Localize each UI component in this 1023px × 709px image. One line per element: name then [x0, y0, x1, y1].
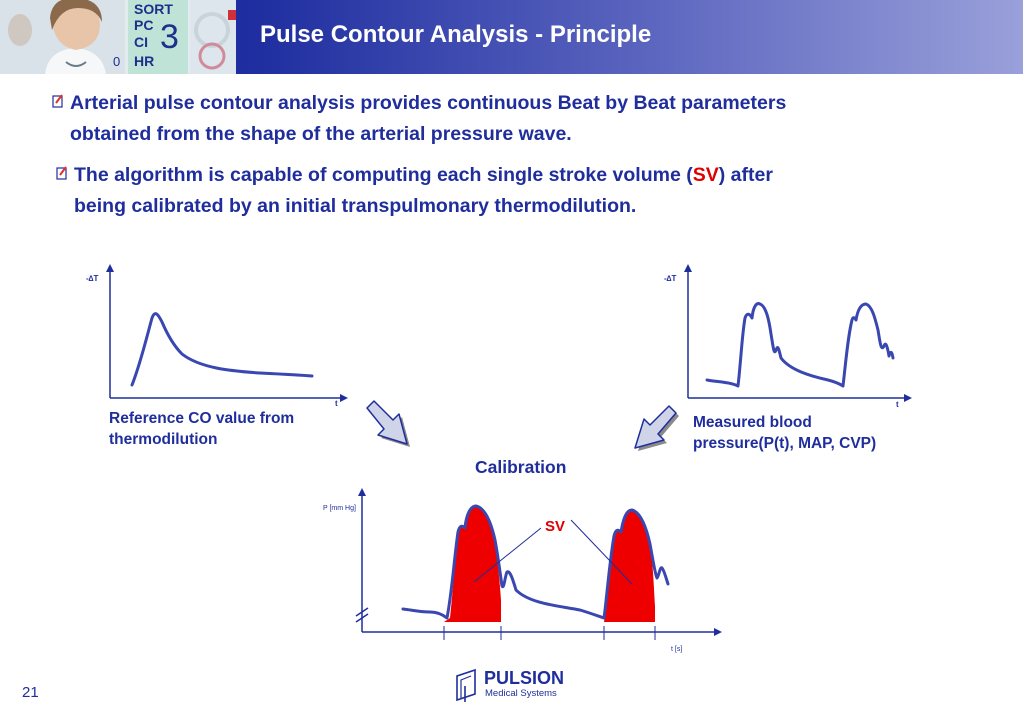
blood-pressure-plot: -∆T t	[664, 264, 912, 409]
thermo-x-label: t	[335, 399, 338, 408]
sv-label: SV	[545, 518, 565, 535]
header-photo: SORT PC CI HR 0 3	[0, 0, 236, 74]
bullet-2-line-1: The algorithm is capable of computing ea…	[56, 160, 886, 191]
bp-caption-line-2: pressure(P(t), MAP, CVP)	[693, 435, 876, 452]
axis-break	[355, 613, 369, 623]
pressure-y-label: P [mm Hg]	[323, 505, 356, 512]
monitor-big-digit: 3	[160, 18, 179, 56]
monitor-line-4: HR	[134, 53, 154, 69]
bullet-1-line-2: obtained from the shape of the arterial …	[70, 123, 572, 145]
monitor-line-2: PC	[134, 17, 153, 33]
bullet-1: Arterial pulse contour analysis provides…	[52, 88, 882, 150]
blood-pressure-curve	[705, 302, 895, 388]
calibration-label: Calibration	[475, 457, 566, 477]
pulsion-logo: PULSION Medical Systems	[455, 664, 595, 704]
thermodilution-plot: -∆T t	[86, 264, 348, 408]
pressure-x-label: t [s]	[671, 646, 682, 653]
header-photo-art: SORT PC CI HR 0 3	[0, 0, 236, 74]
thermodilution-curve	[130, 312, 314, 387]
bullet-2-text-b: ) after	[718, 164, 773, 186]
bullet-1-line-1: Arterial pulse contour analysis provides…	[70, 92, 787, 114]
bullet-2-sv: SV	[692, 164, 719, 186]
page-number: 21	[22, 684, 39, 701]
sv-pointer-left	[473, 527, 542, 583]
bullet-2-line-2: being calibrated by an initial transpulm…	[74, 195, 637, 217]
left-calibration-arrow	[366, 400, 410, 447]
pressure-sv-plot: P [mm Hg] t [s] SV	[323, 488, 722, 653]
bullet-2-text-a: The algorithm is capable of computing ea…	[74, 164, 693, 186]
bullet-icon	[56, 166, 67, 180]
page-title: Pulse Contour Analysis - Principle	[260, 21, 652, 48]
monitor-line-3: CI	[134, 34, 148, 50]
bullet-2: The algorithm is capable of computing ea…	[56, 160, 886, 222]
logo-subtitle: Medical Systems	[485, 688, 557, 699]
thermo-caption-line-1: Reference CO value from	[109, 410, 294, 427]
pulsion-logo-mark: PULSION Medical Systems	[456, 668, 564, 702]
bp-y-label: -∆T	[664, 274, 677, 283]
sv-pointer-right	[570, 519, 633, 585]
monitor-small-digit: 0	[113, 54, 120, 69]
bullet-icon	[52, 94, 63, 108]
bp-caption-line-1: Measured blood	[693, 414, 812, 431]
bp-x-label: t	[896, 400, 899, 409]
logo-name: PULSION	[484, 668, 564, 688]
sv-area-2	[604, 510, 655, 622]
thermo-caption-line-2: thermodilution	[109, 431, 218, 448]
monitor-line-1: SORT	[134, 1, 173, 17]
sv-area-1	[444, 506, 501, 622]
pressure-curve	[401, 504, 670, 620]
right-calibration-arrow	[634, 405, 679, 451]
axis-break	[355, 607, 369, 617]
thermo-y-label: -∆T	[86, 274, 99, 283]
